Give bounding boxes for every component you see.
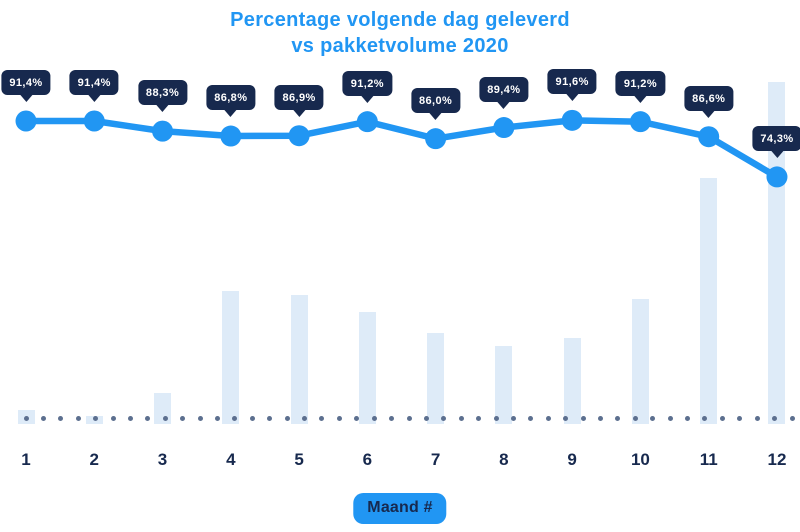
volume-bar-month-9: [563, 338, 581, 424]
baseline-dot: [319, 415, 325, 421]
chart-title: Percentage volgende dag geleverd vs pakk…: [0, 7, 800, 59]
baseline-dot: [75, 415, 81, 421]
baseline-dot: [685, 415, 691, 421]
x-tick-label-5: 5: [294, 450, 304, 469]
baseline-dot: [249, 415, 255, 421]
data-label-tooltip-month-2: 91,4%: [69, 70, 119, 95]
data-label-tooltip-month-9: 91,6%: [547, 69, 597, 95]
baseline-dot: [58, 415, 64, 421]
data-label-tooltip-month-6: 91,2%: [342, 70, 392, 96]
x-tick-label-8: 8: [499, 450, 509, 469]
baseline-dot: [737, 415, 743, 421]
baseline-dot: [754, 415, 760, 421]
volume-bar-month-10: [631, 299, 649, 424]
baseline-dot: [650, 415, 656, 421]
line-marker-month-12: [766, 166, 788, 188]
data-label-tooltip-month-8: 89,4%: [479, 76, 529, 102]
line-marker-month-10: [629, 111, 651, 133]
baseline-dot: [772, 415, 778, 421]
data-label-tooltip-month-11: 86,6%: [684, 85, 734, 111]
baseline-dot: [110, 415, 116, 421]
data-label-tooltip-month-4: 86,8%: [206, 85, 256, 111]
line-marker-month-3: [152, 120, 174, 142]
baseline-dot: [789, 415, 795, 421]
baseline-dot: [406, 415, 412, 421]
x-tick-label-12: 12: [767, 450, 787, 469]
x-tick-label-2: 2: [89, 450, 99, 469]
baseline-dot: [302, 415, 308, 421]
line-marker-month-1: [15, 110, 37, 132]
baseline-dot: [197, 415, 203, 421]
baseline-dot: [354, 415, 360, 421]
x-tick-label-3: 3: [157, 450, 168, 469]
percentage-line: [22, 117, 781, 181]
x-tick-label-1: 1: [21, 450, 31, 469]
data-label-tooltip-month-10: 91,2%: [615, 70, 666, 96]
baseline-dot: [145, 415, 151, 421]
line-marker-month-7: [425, 128, 447, 150]
volume-bar-month-6: [358, 312, 376, 424]
baseline-dot: [476, 415, 482, 421]
data-label-tooltip-month-1: 91,4%: [1, 70, 51, 95]
baseline-dot: [180, 415, 186, 421]
data-label-tooltip-month-7: 86,0%: [411, 87, 461, 113]
line-marker-month-6: [356, 111, 378, 133]
baseline-dot: [510, 415, 516, 421]
baseline-dot: [563, 415, 569, 421]
baseline-dot: [632, 415, 638, 421]
volume-bar-month-4: [222, 290, 240, 424]
x-tick-label-10: 10: [630, 450, 650, 469]
baseline-dot: [493, 415, 499, 421]
line-marker-month-9: [561, 109, 583, 131]
baseline-dot: [441, 415, 447, 421]
baseline-dot: [389, 415, 395, 421]
x-tick-label-11: 11: [699, 450, 718, 469]
baseline-dot: [23, 415, 29, 421]
line-marker-month-2: [83, 110, 105, 132]
baseline-dot: [458, 415, 464, 421]
chart-title-line2: vs pakketvolume 2020: [291, 35, 509, 57]
baseline-dot: [423, 415, 429, 421]
baseline-dot: [215, 415, 220, 421]
volume-bar-month-11: [700, 178, 718, 424]
baseline-dot: [336, 415, 342, 421]
baseline-dot: [40, 415, 46, 421]
x-tick-label-9: 9: [567, 450, 577, 469]
volume-bar-month-5: [290, 295, 308, 424]
x-axis-title-badge: Maand #: [353, 493, 447, 524]
baseline-dot: [267, 415, 273, 421]
x-tick-label-4: 4: [226, 450, 236, 469]
baseline-dot: [702, 415, 708, 421]
x-tick-label-6: 6: [362, 450, 373, 469]
baseline-dot: [615, 415, 621, 421]
volume-bar-month-8: [495, 346, 513, 424]
baseline-dot: [232, 415, 238, 421]
line-marker-month-8: [493, 117, 515, 139]
data-label-tooltip-month-3: 88,3%: [137, 80, 188, 106]
baseline-dot: [667, 415, 673, 421]
line-marker-month-5: [288, 125, 310, 147]
baseline-dot: [580, 415, 586, 421]
x-tick-label-7: 7: [430, 450, 441, 469]
line-marker-month-4: [220, 125, 242, 147]
baseline-dot: [598, 415, 603, 421]
line-marker-month-11: [698, 126, 720, 148]
baseline-dot: [93, 415, 99, 421]
baseline-dot: [284, 415, 290, 421]
volume-bar-month-7: [427, 333, 445, 424]
baseline-dot: [371, 415, 377, 421]
chart-title-line1: Percentage volgende dag geleverd: [230, 9, 570, 31]
baseline-dot: [545, 415, 551, 421]
baseline-dot: [162, 415, 168, 421]
data-label-tooltip-month-5: 86,9%: [274, 84, 324, 110]
baseline-dot: [528, 415, 534, 421]
baseline-dot: [127, 415, 133, 421]
data-label-tooltip-month-12: 74,3%: [752, 125, 800, 151]
baseline-dot: [719, 415, 725, 421]
